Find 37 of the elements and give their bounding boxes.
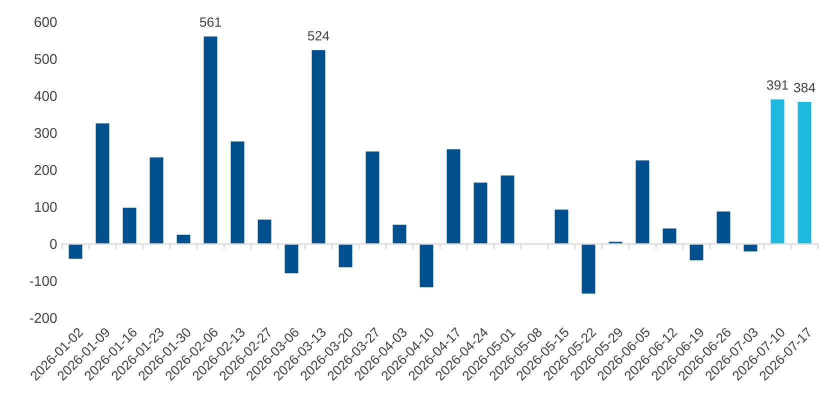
bar — [420, 244, 434, 288]
bar — [690, 244, 704, 260]
bar — [446, 149, 460, 244]
bar — [122, 208, 136, 244]
bar — [204, 36, 218, 244]
bar — [582, 244, 596, 294]
y-tick-label: 500 — [34, 54, 57, 64]
y-tick-label: 100 — [35, 202, 57, 212]
y-tick-label: -200 — [30, 313, 57, 323]
y-tick-label: 200 — [34, 165, 57, 175]
bar — [770, 99, 784, 244]
bar — [554, 210, 568, 244]
bar — [338, 244, 352, 268]
y-tick-label: 400 — [34, 91, 57, 101]
bar — [96, 123, 110, 244]
bar — [366, 152, 380, 244]
bar — [500, 176, 514, 244]
y-tick-label: 600 — [34, 17, 57, 27]
data-label: 384 — [794, 82, 816, 92]
bar — [284, 244, 298, 274]
bar — [798, 102, 812, 244]
bar — [662, 228, 676, 244]
y-tick-label: -100 — [30, 276, 57, 286]
bar — [716, 211, 730, 244]
bar — [392, 224, 406, 244]
y-tick-label: 300 — [34, 128, 57, 138]
bar — [230, 142, 244, 244]
bar — [258, 220, 272, 244]
bar — [312, 50, 326, 244]
data-label: 561 — [200, 17, 221, 27]
bar — [150, 157, 164, 244]
bar — [68, 244, 82, 259]
bar — [474, 182, 488, 244]
data-label: 391 — [766, 80, 788, 90]
bar — [636, 160, 650, 244]
data-label: 524 — [308, 31, 330, 41]
y-tick-label: 0 — [50, 239, 57, 249]
